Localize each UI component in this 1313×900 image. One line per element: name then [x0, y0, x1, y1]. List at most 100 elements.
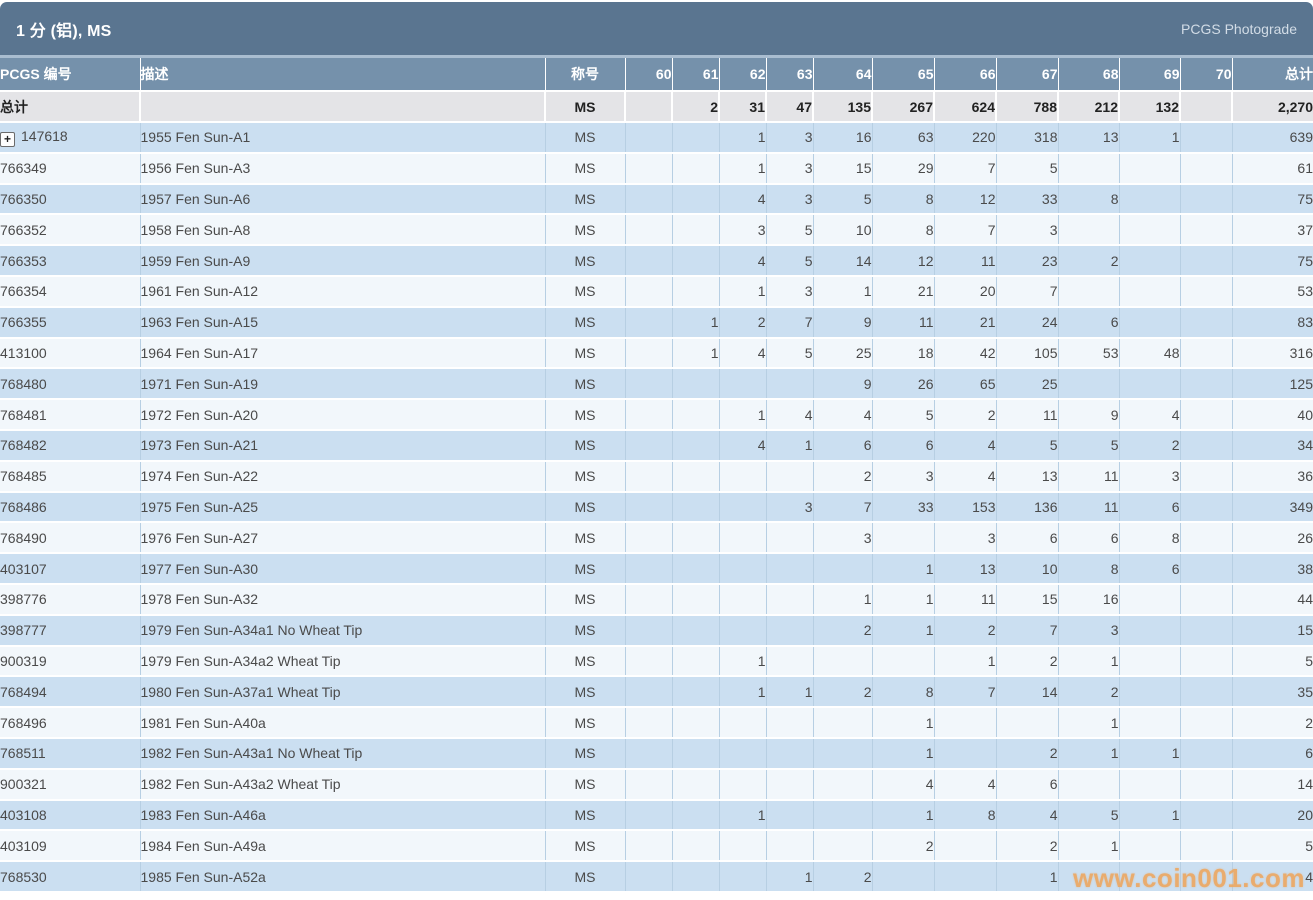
grade-count-60 — [624, 830, 672, 863]
grade-count-62: 3 — [718, 214, 766, 247]
grade-count-63 — [765, 737, 813, 770]
grade-count-70 — [1179, 861, 1232, 893]
grade-count-64 — [812, 737, 872, 770]
grade-count-65: 3 — [871, 460, 934, 493]
designation-value: MS — [544, 368, 625, 401]
grade-count-63 — [765, 768, 813, 801]
pcgs-number-link[interactable]: 768494 — [0, 676, 140, 709]
grade-count-67: 318 — [995, 122, 1058, 154]
column-header-grade-61: 61 — [671, 58, 719, 92]
grade-count-64: 16 — [812, 122, 872, 154]
grade-count-65: 6 — [871, 429, 934, 462]
grade-count-64 — [812, 768, 872, 801]
grade-count-63 — [765, 368, 813, 401]
grade-count-60 — [624, 676, 672, 709]
grade-count-70 — [1179, 368, 1232, 401]
pcgs-number-link[interactable]: 768480 — [0, 368, 140, 401]
grade-count-65: 8 — [871, 183, 934, 216]
grade-count-60 — [624, 768, 672, 801]
grade-count-61 — [671, 214, 719, 247]
pcgs-number-link[interactable]: 768530 — [0, 861, 140, 893]
pcgs-number-link[interactable]: 766354 — [0, 275, 140, 308]
designation-value: MS — [544, 491, 625, 524]
grade-count-68: 13 — [1057, 122, 1119, 154]
grade-count-61 — [671, 583, 719, 616]
totals-grade-67: 788 — [995, 91, 1058, 123]
grade-count-66: 3 — [933, 522, 996, 555]
row-total: 34 — [1231, 429, 1313, 462]
grade-count-67: 3 — [995, 214, 1058, 247]
pcgs-number-link[interactable]: 766355 — [0, 306, 140, 339]
grade-count-66: 11 — [933, 583, 996, 616]
grade-count-61 — [671, 645, 719, 678]
pcgs-number-link[interactable]: 766350 — [0, 183, 140, 216]
grade-count-60 — [624, 522, 672, 555]
designation-value: MS — [544, 522, 625, 555]
row-total: 2 — [1231, 707, 1313, 739]
grade-count-60 — [624, 399, 672, 431]
pcgs-number-link[interactable]: 398777 — [0, 614, 140, 647]
grade-count-61 — [671, 368, 719, 401]
pcgs-number-link[interactable]: 768482 — [0, 429, 140, 462]
grade-count-62 — [718, 737, 766, 770]
designation-value: MS — [544, 275, 625, 308]
photograde-link[interactable]: PCGS Photograde — [1181, 20, 1297, 37]
grade-count-66 — [933, 830, 996, 863]
grade-count-70 — [1179, 306, 1232, 339]
grade-count-69 — [1118, 707, 1180, 739]
row-total: 26 — [1231, 522, 1313, 555]
pcgs-number-link[interactable]: 768486 — [0, 491, 140, 524]
grade-count-64: 3 — [812, 522, 872, 555]
grade-count-62 — [718, 553, 766, 585]
pcgs-number-link[interactable]: 768481 — [0, 399, 140, 431]
grade-count-68 — [1057, 152, 1119, 185]
grade-count-69: 1 — [1118, 122, 1180, 154]
grade-count-62: 1 — [718, 399, 766, 431]
grade-count-67: 14 — [995, 676, 1058, 709]
grade-count-68: 2 — [1057, 676, 1119, 709]
row-total: 5 — [1231, 645, 1313, 678]
pcgs-number-link[interactable]: +147618 — [0, 122, 140, 154]
pcgs-number-link[interactable]: 403108 — [0, 799, 140, 832]
table-row: 766355 1963 Fen Sun-A15 MS 1 2 7 9 11 21 24 6 83 — [0, 306, 1313, 339]
expand-icon[interactable]: + — [0, 131, 15, 147]
table-row: 398777 1979 Fen Sun-A34a1 No Wheat Tip MS 2… — [0, 614, 1313, 647]
grade-count-65 — [871, 861, 934, 893]
grade-count-66: 11 — [933, 245, 996, 277]
grade-count-68: 1 — [1057, 707, 1119, 739]
grade-count-62: 2 — [718, 306, 766, 339]
pcgs-number-link[interactable]: 766349 — [0, 152, 140, 185]
coin-description: 1982 Fen Sun-A43a1 No Wheat Tip — [139, 737, 545, 770]
grade-count-63: 1 — [765, 429, 813, 462]
pcgs-number-link[interactable]: 766353 — [0, 245, 140, 277]
grade-count-67: 7 — [995, 614, 1058, 647]
table-row: 768490 1976 Fen Sun-A27 MS 3 3 6 6 8 26 — [0, 522, 1313, 555]
pcgs-number-link[interactable]: 900319 — [0, 645, 140, 678]
column-header-grade-69: 69 — [1118, 58, 1180, 92]
designation-value: MS — [544, 337, 625, 370]
pcgs-number-link[interactable]: 900321 — [0, 768, 140, 801]
column-header-pcgs-number: PCGS 编号 — [0, 58, 140, 92]
grade-count-64: 4 — [812, 399, 872, 431]
row-total: 6 — [1231, 737, 1313, 770]
grade-count-70 — [1179, 799, 1232, 832]
pcgs-number-link[interactable]: 403107 — [0, 553, 140, 585]
pcgs-number-link[interactable]: 768490 — [0, 522, 140, 555]
pcgs-number-text: 768480 — [0, 375, 47, 392]
grade-count-66: 12 — [933, 183, 996, 216]
grade-count-63 — [765, 645, 813, 678]
pcgs-number-link[interactable]: 403109 — [0, 830, 140, 863]
pcgs-number-text: 766353 — [0, 252, 47, 269]
pcgs-number-link[interactable]: 768511 — [0, 737, 140, 770]
row-total: 316 — [1231, 337, 1313, 370]
grade-count-61 — [671, 737, 719, 770]
designation-value: MS — [544, 399, 625, 431]
pcgs-number-link[interactable]: 398776 — [0, 583, 140, 616]
pcgs-number-link[interactable]: 768496 — [0, 707, 140, 739]
grade-count-63: 7 — [765, 306, 813, 339]
pcgs-number-link[interactable]: 768485 — [0, 460, 140, 493]
coin-description: 1977 Fen Sun-A30 — [139, 553, 545, 585]
pcgs-number-link[interactable]: 766352 — [0, 214, 140, 247]
pcgs-number-link[interactable]: 413100 — [0, 337, 140, 370]
table-row: 766352 1958 Fen Sun-A8 MS 3 5 10 8 7 3 37 — [0, 214, 1313, 247]
